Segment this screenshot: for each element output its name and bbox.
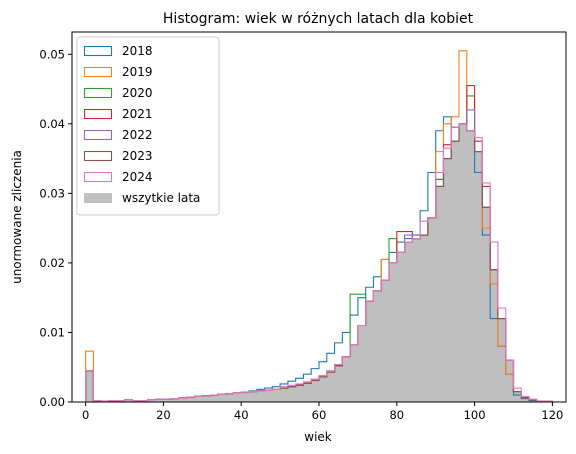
bar-all-years [521,397,530,402]
bar-all-years [171,398,180,402]
bar-all-years [264,390,273,402]
bar-all-years [256,390,265,402]
bar-all-years [420,235,429,402]
bar-all-years [210,395,219,402]
bar-all-years [241,392,250,402]
bar-all-years [124,399,133,402]
legend-swatch [83,171,113,183]
x-tick-label: 0 [82,408,89,422]
bar-all-years [459,123,468,403]
bar-all-years [233,392,242,402]
bar-all-years [505,360,514,402]
bar-all-years [497,318,507,402]
bar-all-years [155,399,164,402]
bar-all-years [427,217,436,402]
x-axis-ticks: 0 20 40 60 80 100 120 [82,402,563,422]
bar-all-years [140,400,149,402]
bar-all-years [365,301,374,402]
bar-all-years [303,383,312,402]
bar-all-years [295,385,304,402]
bar-all-years [435,186,444,402]
y-axis-label: unormowane zliczenia [10,150,24,284]
bar-all-years [466,130,475,402]
legend-box [76,36,220,216]
bar-all-years [280,388,289,402]
y-axis-ticks: 0.00 0.01 0.02 0.03 0.04 0.05 [39,47,72,409]
bar-all-years [513,391,522,402]
legend-label: 2022 [122,128,153,142]
bar-all-years [272,389,281,402]
bar-all-years [404,242,413,402]
bar-all-years [147,399,156,402]
legend-swatch [83,66,113,78]
legend-swatch [83,87,113,99]
y-tick-label: 0.01 [39,325,65,339]
bar-all-years [186,397,195,402]
series-step-2024 [85,123,561,403]
bar-all-years [326,372,335,402]
y-tick-label: 0.04 [39,117,65,131]
bar-all-years [381,280,390,402]
bar-all-years [248,391,258,402]
legend-label: 2018 [122,44,153,58]
bar-all-years [225,393,234,402]
bar-all-years [178,397,188,402]
y-tick-label: 0.00 [39,395,65,409]
legend: 2018 2019 2020 2021 2022 2023 2024 wszytkie lat… [76,36,220,216]
legend-swatch [83,108,113,120]
x-axis-label: wiek [304,430,332,444]
legend-label: 2023 [122,149,153,163]
bar-all-years [443,158,452,402]
bar-all-years [389,262,398,402]
bar-all-years [85,370,94,402]
bar-all-years [451,141,460,402]
bar-all-years [108,400,118,402]
y-tick-label: 0.02 [39,256,65,270]
x-tick-label: 80 [389,408,404,422]
bar-all-years [474,151,483,402]
x-tick-label: 20 [156,408,171,422]
bar-all-years [396,252,405,402]
bar-all-years [373,290,382,402]
bar-all-years [319,376,328,402]
bar-all-years [342,356,351,402]
y-tick-label: 0.05 [39,47,65,61]
bar-all-years [311,380,320,402]
bar-all-years [334,365,343,402]
bar-all-years [490,269,499,402]
legend-label: wszytkie lata [122,191,200,205]
bar-all-years [350,344,359,402]
legend-swatch [83,45,113,57]
bar-all-years [93,400,102,402]
legend-label: 2019 [122,65,153,79]
legend-swatch [84,193,112,203]
bar-all-years [163,399,172,402]
bar-all-years [194,396,203,402]
bar-all-years [116,400,125,402]
legend-label: 2020 [122,86,153,100]
bar-all-years [287,386,296,402]
legend-label: 2024 [122,170,153,184]
chart-title: Histogram: wiek w różnych latach dla kob… [163,11,474,27]
x-tick-label: 60 [312,408,327,422]
legend-label: 2021 [122,107,153,121]
y-tick-label: 0.03 [39,186,65,200]
bar-all-years [202,395,211,402]
x-tick-label: 100 [464,408,486,422]
chart-bars [85,123,553,403]
bar-all-years [357,325,366,402]
bar-all-years [132,400,141,402]
bar-all-years [412,238,421,402]
bar-all-years [482,207,491,402]
chart-step-lines [85,50,561,403]
legend-swatch [83,129,113,141]
x-tick-label: 120 [541,408,563,422]
bar-all-years [217,394,226,402]
legend-swatch [83,150,113,162]
x-tick-label: 40 [234,408,249,422]
